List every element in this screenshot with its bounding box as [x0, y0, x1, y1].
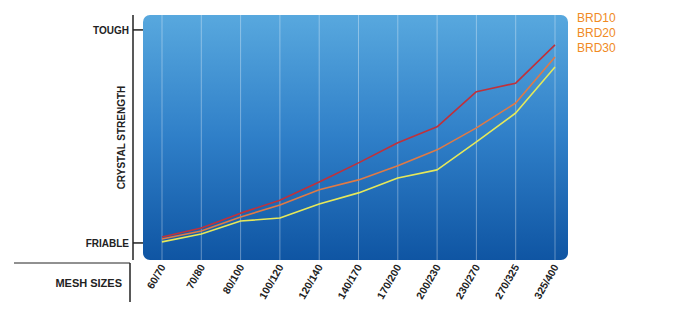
- legend-entry: BRD10: [577, 11, 616, 25]
- x-tick-label: 200/230: [413, 262, 442, 301]
- legend-entry: BRD30: [577, 41, 616, 55]
- chart-svg: FRIABLE TOUGH CRYSTAL STRENGTH 60/70 70/80 80…: [0, 0, 680, 311]
- x-label-bracket: [129, 263, 131, 302]
- y-tick: [133, 29, 143, 31]
- x-tick-label: 60/70: [144, 262, 168, 291]
- x-axis-label: MESH SIZES: [55, 277, 122, 289]
- grid-line: [358, 15, 359, 260]
- x-tick-label: 120/140: [296, 262, 325, 301]
- chart-container: FRIABLE TOUGH CRYSTAL STRENGTH 60/70 70/80 80…: [0, 0, 680, 311]
- y-axis-line: [132, 15, 134, 260]
- grid-line: [437, 15, 438, 260]
- x-tick-label: 270/325: [492, 262, 521, 301]
- grid-line: [240, 15, 241, 260]
- x-label-rule: [14, 263, 130, 264]
- grid-line: [279, 15, 280, 260]
- y-tick-label: FRIABLE: [86, 238, 130, 249]
- legend-entry: BRD20: [577, 26, 616, 40]
- grid-line: [476, 15, 477, 260]
- series-line: [162, 45, 555, 237]
- grid-line: [319, 15, 320, 260]
- x-tick-label: 100/120: [256, 262, 285, 301]
- x-tick-label: 140/170: [335, 262, 364, 301]
- grid-line: [397, 15, 398, 260]
- y-tick-label: TOUGH: [93, 25, 129, 36]
- series-group: [162, 45, 555, 242]
- series-line: [162, 57, 555, 239]
- grid-line: [201, 15, 202, 260]
- y-axis-label: CRYSTAL STRENGTH: [116, 86, 127, 190]
- grid-line: [162, 15, 163, 260]
- plot-background: [143, 15, 568, 260]
- x-tick-label: 325/400: [531, 262, 560, 301]
- y-tick: [133, 242, 143, 244]
- grid-line: [555, 15, 556, 260]
- x-tick-label: 70/80: [183, 262, 207, 291]
- grid-line: [515, 15, 516, 260]
- x-tick-label: 80/100: [220, 262, 247, 296]
- series-line: [162, 67, 555, 242]
- x-tick-label: 170/200: [374, 262, 403, 301]
- x-tick-label: 230/270: [453, 262, 482, 301]
